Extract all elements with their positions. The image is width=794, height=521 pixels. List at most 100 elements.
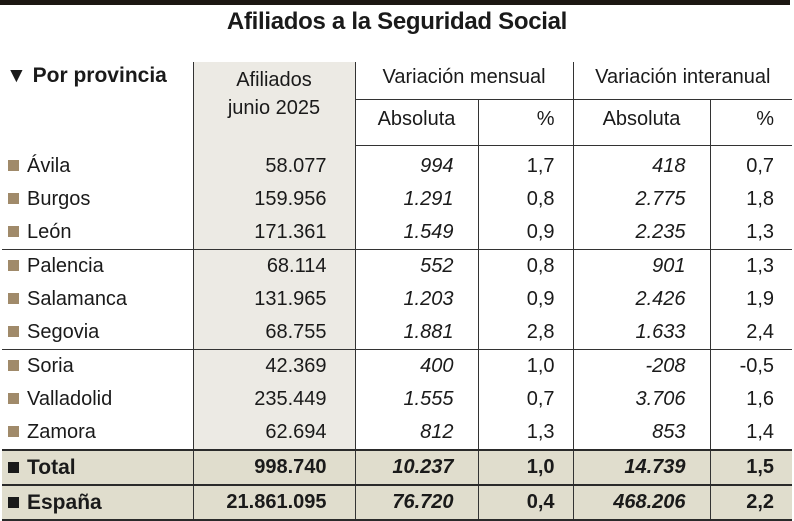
square-bullet-icon xyxy=(8,496,19,508)
mensual-absoluta-cell: 1.549 xyxy=(355,216,478,250)
afiliados-cell: 62.694 xyxy=(192,416,356,451)
row-name-cell: Salamanca xyxy=(2,283,193,316)
row-name-cell: España xyxy=(2,485,193,521)
afiliados-header-line2: junio 2025 xyxy=(227,97,321,119)
mensual-absoluta-cell: 400 xyxy=(420,355,454,377)
row-name-cell: Segovia xyxy=(2,316,193,350)
table-row: Soria 42.369 400 1,0 -208 -0,5 xyxy=(2,349,793,384)
table-row: León 171.361 1.549 0,9 2.235 1,3 xyxy=(2,216,793,250)
interanual-group-header: Variación interanual xyxy=(573,62,793,100)
interanual-absoluta-cell: 901 xyxy=(652,255,686,277)
interanual-absoluta-cell: 418 xyxy=(652,155,686,177)
square-bullet-icon xyxy=(8,326,19,337)
row-name-cell: Zamora xyxy=(2,416,193,451)
interanual-percent-header: % xyxy=(709,99,793,146)
interanual-percent-cell: 1,3 xyxy=(709,249,793,283)
row-name: Total xyxy=(27,455,76,479)
interanual-percent-cell: 2,4 xyxy=(709,316,793,350)
interanual-percent-cell: 1,6 xyxy=(709,383,793,416)
square-bullet-icon xyxy=(8,293,19,304)
summary-row: España 21.861.095 76.720 0,4 468.206 2,2 xyxy=(2,485,793,521)
afiliados-cell: 21.861.095 xyxy=(192,485,356,521)
row-name: Zamora xyxy=(27,421,96,443)
mensual-absoluta-cell: 812 xyxy=(355,416,478,451)
row-name: España xyxy=(27,490,102,514)
row-name: León xyxy=(27,221,72,243)
interanual-absoluta-cell: 14.739 xyxy=(573,449,711,486)
mensual-percent-header: % xyxy=(477,99,574,146)
mensual-absoluta-cell: 1.881 xyxy=(355,316,478,350)
row-name-cell: Burgos xyxy=(2,183,193,216)
mensual-absoluta-cell: 1.291 xyxy=(403,188,454,210)
row-name-cell: Total xyxy=(2,449,193,486)
mensual-percent-cell: 0,8 xyxy=(477,249,574,283)
interanual-absoluta-cell: 2.426 xyxy=(635,288,686,310)
row-name: Segovia xyxy=(27,321,100,343)
afiliados-cell: 58.077 xyxy=(192,145,356,183)
interanual-absoluta-cell: 853 xyxy=(573,416,711,451)
afiliados-cell: 42.369 xyxy=(192,349,356,383)
afiliados-cell: 68.755 xyxy=(192,316,356,350)
interanual-percent-cell: 1,5 xyxy=(709,449,793,486)
interanual-absoluta-cell: 1.633 xyxy=(573,316,711,350)
square-bullet-icon xyxy=(8,426,19,437)
afiliados-cell: 998.740 xyxy=(192,449,356,486)
row-name: Ávila xyxy=(27,154,71,177)
affiliates-table: ▼ Por provincia Afiliados junio 2025 Var… xyxy=(2,62,793,521)
afiliados-cell: 68.114 xyxy=(192,249,356,283)
table-row: Salamanca 131.965 1.203 0,9 2.426 1,9 xyxy=(2,283,793,316)
interanual-absoluta-header: Absoluta xyxy=(573,99,711,146)
row-name: Soria xyxy=(27,355,74,377)
row-name-cell: Palencia xyxy=(2,250,193,284)
mensual-percent-cell: 1,0 xyxy=(477,349,574,383)
square-bullet-icon xyxy=(8,159,19,171)
section-header: ▼ Por provincia xyxy=(2,62,193,146)
square-bullet-icon xyxy=(8,360,19,371)
row-name-cell: León xyxy=(2,216,193,250)
interanual-absoluta-cell: -208 xyxy=(645,355,686,377)
row-name: Valladolid xyxy=(27,388,113,410)
top-rule xyxy=(0,0,790,5)
mensual-absoluta-cell: 552 xyxy=(420,255,454,277)
mensual-percent-cell: 0,7 xyxy=(477,383,574,416)
row-name-cell: Valladolid xyxy=(2,383,193,416)
mensual-percent-cell: 0,9 xyxy=(477,216,574,250)
square-bullet-icon xyxy=(8,226,19,237)
table-row: Ávila 58.077 994 1,7 418 0,7 xyxy=(2,145,793,184)
afiliados-cell: 235.449 xyxy=(192,383,356,416)
table-body: Ávila 58.077 994 1,7 418 0,7 Burgos 159.956 1.29… xyxy=(2,145,793,521)
afiliados-header-line1: Afiliados xyxy=(236,69,312,91)
mensual-absoluta-cell: 994 xyxy=(420,155,454,177)
summary-row: Total 998.740 10.237 1,0 14.739 1,5 xyxy=(2,449,793,486)
row-name: Burgos xyxy=(27,188,91,210)
interanual-percent-cell: 0,7 xyxy=(709,145,793,183)
row-name-cell: Ávila xyxy=(2,146,193,184)
interanual-absoluta-cell: 2.775 xyxy=(635,188,686,210)
interanual-absoluta-cell: 468.206 xyxy=(573,485,711,521)
afiliados-header: Afiliados junio 2025 xyxy=(192,62,356,146)
table-row: Segovia 68.755 1.881 2,8 1.633 2,4 xyxy=(2,316,793,350)
mensual-group-header: Variación mensual xyxy=(355,62,574,100)
table-title: Afiliados a la Seguridad Social xyxy=(226,8,568,35)
interanual-percent-cell: 1,9 xyxy=(709,283,793,316)
interanual-percent-cell: 1,4 xyxy=(709,416,793,451)
mensual-absoluta-header: Absoluta xyxy=(355,99,478,146)
mensual-percent-cell: 2,8 xyxy=(477,316,574,350)
mensual-percent-cell: 1,0 xyxy=(477,449,574,486)
interanual-absoluta-cell: 3.706 xyxy=(635,388,686,410)
interanual-percent-cell: 1,8 xyxy=(709,183,793,216)
row-name-cell: Soria xyxy=(2,350,193,384)
mensual-absoluta-cell: 76.720 xyxy=(355,485,478,521)
mensual-percent-cell: 1,7 xyxy=(477,145,574,183)
square-bullet-icon xyxy=(8,461,19,473)
table-row: Valladolid 235.449 1.555 0,7 3.706 1,6 xyxy=(2,383,793,416)
interanual-percent-cell: -0,5 xyxy=(709,349,793,383)
mensual-absoluta-cell: 1.203 xyxy=(403,288,454,310)
triangle-down-icon: ▼ xyxy=(6,64,27,87)
row-name: Palencia xyxy=(27,255,104,277)
interanual-absoluta-cell: 2.235 xyxy=(573,216,711,250)
mensual-percent-cell: 0,8 xyxy=(477,183,574,216)
table-row: Zamora 62.694 812 1,3 853 1,4 xyxy=(2,416,793,451)
mensual-percent-cell: 0,9 xyxy=(477,283,574,316)
square-bullet-icon xyxy=(8,393,19,404)
